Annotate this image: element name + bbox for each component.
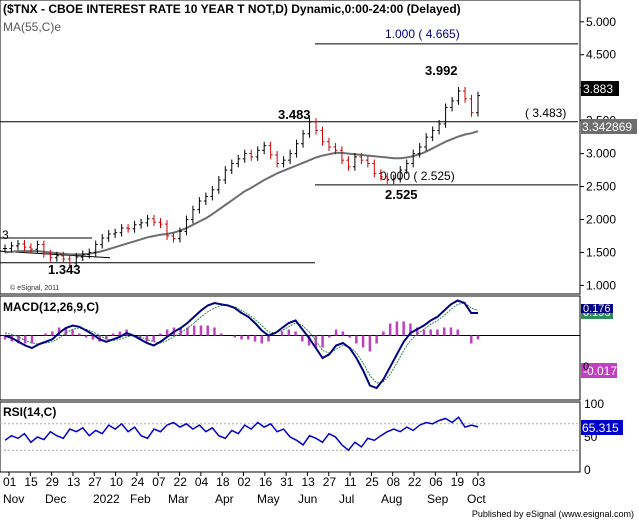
x-month-label: Apr bbox=[215, 492, 234, 506]
x-day-label: 07 bbox=[152, 475, 166, 489]
x-day-label: 11 bbox=[344, 475, 357, 489]
price-tick-label: 1.500 bbox=[586, 245, 616, 259]
x-day-label: 16 bbox=[259, 475, 273, 489]
x-month-label: Jun bbox=[298, 492, 317, 506]
annotation-jun-high: 3.483 bbox=[278, 107, 311, 122]
copyright-text: © eSignal, 2011 bbox=[10, 284, 60, 292]
x-day-label: 13 bbox=[67, 475, 81, 489]
price-tick-label: 4.500 bbox=[586, 48, 616, 62]
price-tick-label: 2.500 bbox=[586, 180, 616, 194]
price-panel-frame bbox=[0, 0, 581, 295]
x-axis: 01 15 29 13 27 10 24 07 22 04 18 02 16 31 13 27 11 25 08 22… bbox=[3, 472, 486, 506]
x-day-label: 04 bbox=[195, 475, 209, 489]
trendline bbox=[0, 250, 111, 259]
annotation-left-3: 3 bbox=[2, 228, 9, 242]
price-y-axis: 5.0004.5004.0003.5003.0002.5002.0001.500… bbox=[580, 15, 616, 292]
x-day-label: 19 bbox=[451, 475, 465, 489]
x-day-label: 03 bbox=[472, 475, 486, 489]
macd-line bbox=[4, 299, 478, 390]
rsi-label: RSI(14,C) bbox=[3, 405, 56, 419]
macd-value: 0.176 bbox=[583, 303, 611, 315]
macd-signal-line bbox=[4, 302, 479, 384]
last-price-value: 3.883 bbox=[583, 82, 613, 96]
x-day-label: 13 bbox=[301, 475, 315, 489]
footer-credit: Published by eSignal (www.esignal.com) bbox=[472, 509, 634, 519]
x-day-label: 22 bbox=[174, 475, 188, 489]
rsi-tick-label: 100 bbox=[584, 397, 604, 411]
hist-value: -0.017 bbox=[583, 364, 617, 378]
macd-group bbox=[0, 299, 580, 390]
x-month-label: Jul bbox=[339, 492, 354, 506]
ma-value-box bbox=[581, 119, 637, 134]
x-month-label: 2022 bbox=[93, 492, 120, 506]
x-day-label: 27 bbox=[323, 475, 337, 489]
ma-value: 3.342869 bbox=[582, 120, 632, 134]
level-label: 0.000 ( 2.525) bbox=[380, 169, 455, 183]
x-day-label: 06 bbox=[429, 475, 443, 489]
macd-zero-label: 0 bbox=[583, 361, 589, 373]
x-day-label: 08 bbox=[387, 475, 401, 489]
x-month-label: Feb bbox=[130, 492, 151, 506]
x-day-label: 27 bbox=[88, 475, 102, 489]
x-month-label: May bbox=[257, 492, 280, 506]
horizontal-levels: 1.000 ( 4.665) ( 3.483) 0.000 ( 2.525) bbox=[0, 27, 578, 264]
price-tick-label: 3.000 bbox=[586, 147, 616, 161]
x-day-label: 24 bbox=[131, 475, 145, 489]
level-label: 1.000 ( 4.665) bbox=[385, 27, 460, 41]
annotation-high: 3.992 bbox=[425, 63, 458, 78]
x-day-label: 02 bbox=[238, 475, 252, 489]
price-tick-label: 2.000 bbox=[586, 213, 616, 227]
hist-value-box bbox=[581, 363, 617, 378]
x-month-label: Nov bbox=[3, 492, 24, 506]
rsi-line bbox=[4, 416, 479, 452]
x-month-label: Aug bbox=[381, 492, 402, 506]
x-day-label: 31 bbox=[280, 475, 294, 489]
x-day-label: 25 bbox=[365, 475, 379, 489]
macd-panel-frame bbox=[0, 295, 581, 401]
annotation-aug-low: 2.525 bbox=[385, 187, 418, 202]
price-tick-label: 1.000 bbox=[586, 278, 616, 292]
x-month-label: Dec bbox=[45, 492, 66, 506]
price-tick-label: 5.000 bbox=[586, 15, 616, 29]
level-label: ( 3.483) bbox=[525, 106, 566, 120]
x-month-label: Sep bbox=[427, 492, 449, 506]
x-day-label: 10 bbox=[110, 475, 124, 489]
rsi-value: 65.315 bbox=[582, 421, 619, 435]
x-month-label: Oct bbox=[467, 492, 486, 506]
x-day-label: 15 bbox=[24, 475, 38, 489]
ma-label: MA(55,C)e bbox=[3, 20, 61, 34]
last-price-box bbox=[581, 81, 619, 96]
annotation-low: 1.343 bbox=[48, 262, 81, 277]
rsi-panel-frame bbox=[0, 401, 581, 473]
x-month-label: Mar bbox=[168, 492, 189, 506]
x-day-label: 01 bbox=[3, 475, 17, 489]
chart-title: ($TNX - CBOE INTEREST RATE 10 YEAR T NOT… bbox=[3, 2, 461, 16]
x-day-label: 22 bbox=[408, 475, 422, 489]
x-day-label: 29 bbox=[46, 475, 60, 489]
macd-label: MACD(12,26,9,C) bbox=[3, 300, 99, 314]
x-day-label: 18 bbox=[216, 475, 230, 489]
rsi-value-box bbox=[581, 420, 623, 435]
price-bars bbox=[3, 87, 480, 267]
macd-value-box bbox=[581, 304, 613, 313]
rsi-tick-label: 0 bbox=[584, 463, 591, 477]
